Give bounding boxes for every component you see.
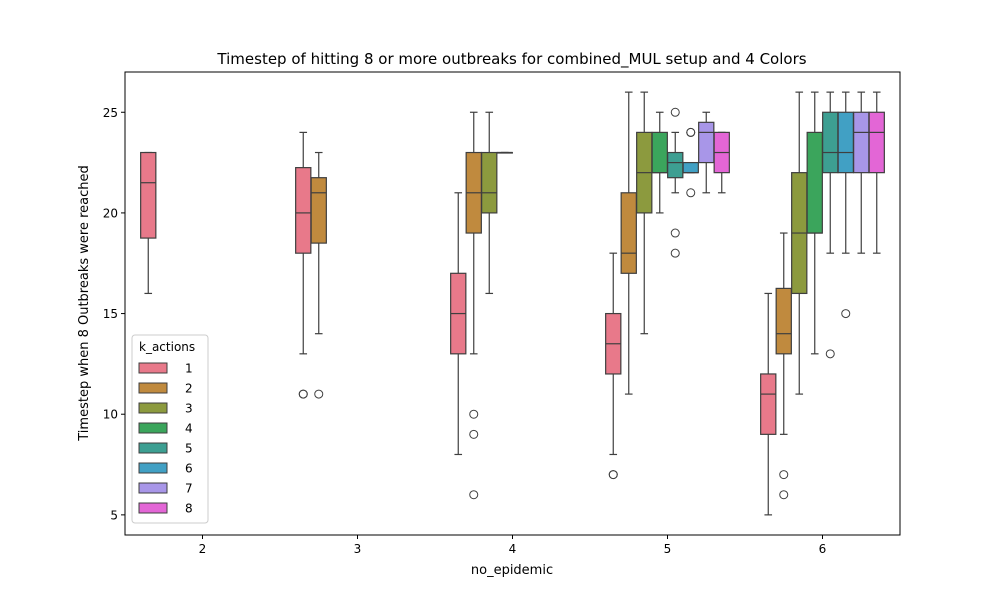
box-group-2-4 xyxy=(465,111,482,500)
box-group-1-6 xyxy=(760,292,777,516)
x-tick-label: 2 xyxy=(199,542,207,556)
box xyxy=(822,111,839,174)
box-group-7-6 xyxy=(853,91,870,254)
outlier-point xyxy=(670,107,680,117)
legend-swatch-8 xyxy=(138,502,168,514)
box-group-4-6 xyxy=(806,91,823,355)
outlier-point xyxy=(670,248,680,258)
box-group-2-3 xyxy=(310,151,327,399)
legend-label-1: 1 xyxy=(185,362,193,376)
box-group-2-6 xyxy=(775,232,792,500)
plot-marks xyxy=(140,91,885,516)
outlier-point xyxy=(608,470,618,480)
box xyxy=(837,111,854,174)
legend-swatch-4 xyxy=(138,422,168,434)
x-tick-label: 3 xyxy=(354,542,362,556)
box xyxy=(620,192,637,274)
legend-label-8: 8 xyxy=(185,502,193,516)
outlier-point xyxy=(841,309,851,319)
legend-swatch-6 xyxy=(138,462,168,474)
box xyxy=(651,131,668,174)
outlier-point xyxy=(469,429,479,439)
y-tick-label: 25 xyxy=(103,106,118,120)
box xyxy=(775,287,792,355)
outlier-point xyxy=(314,389,324,399)
legend-label-3: 3 xyxy=(185,402,193,416)
outlier-point xyxy=(779,470,789,480)
box-group-1-4 xyxy=(450,192,467,456)
y-tick-label: 5 xyxy=(110,508,118,522)
box xyxy=(682,161,699,174)
box xyxy=(853,111,870,174)
legend-title: k_actions xyxy=(139,340,195,354)
chart-title: Timestep of hitting 8 or more outbreaks … xyxy=(216,50,806,69)
box-group-3-5 xyxy=(636,91,653,335)
box-group-4-4 xyxy=(496,151,513,154)
outlier-point xyxy=(779,490,789,500)
legend-label-7: 7 xyxy=(185,482,193,496)
outlier-point xyxy=(469,490,479,500)
box-group-1-2 xyxy=(140,151,157,295)
box-group-1-3 xyxy=(295,131,312,399)
legend-swatch-3 xyxy=(138,402,168,414)
y-tick-label: 20 xyxy=(103,206,118,220)
box-group-5-6 xyxy=(822,91,839,359)
legend-swatch-7 xyxy=(138,482,168,494)
legend-swatch-2 xyxy=(138,382,168,394)
box-group-6-5 xyxy=(682,127,699,198)
x-tick-label: 6 xyxy=(819,542,827,556)
x-tick-label: 4 xyxy=(509,542,517,556)
outlier-point xyxy=(469,409,479,419)
legend-label-4: 4 xyxy=(185,422,193,436)
box-group-7-5 xyxy=(698,111,715,194)
box xyxy=(295,167,312,254)
outlier-point xyxy=(686,188,696,198)
box-group-8-6 xyxy=(868,91,885,254)
legend-label-5: 5 xyxy=(185,442,193,456)
box-group-6-6 xyxy=(837,91,854,319)
y-tick-label: 10 xyxy=(103,408,118,422)
outlier-point xyxy=(825,349,835,359)
outlier-point xyxy=(670,228,680,238)
outlier-point xyxy=(298,389,308,399)
legend-swatch-5 xyxy=(138,442,168,454)
y-axis-label: Timestep when 8 Outbreaks were reached xyxy=(77,165,92,441)
y-tick-label: 15 xyxy=(103,307,118,321)
legend-label-6: 6 xyxy=(185,462,193,476)
legend-frame xyxy=(131,334,209,524)
box-group-3-4 xyxy=(481,111,498,295)
box-group-3-6 xyxy=(791,91,808,395)
box xyxy=(140,151,157,239)
x-axis: 2 3 4 5 6 xyxy=(199,535,827,556)
x-tick-label: 5 xyxy=(664,542,672,556)
outlier-point xyxy=(686,127,696,137)
box-group-8-5 xyxy=(713,131,730,194)
y-axis: 5 10 15 20 25 xyxy=(103,106,125,522)
legend-swatch-1 xyxy=(138,362,168,374)
legend: k_actions 1 2 3 4 5 6 7 8 xyxy=(131,334,209,524)
box xyxy=(667,151,684,179)
box xyxy=(760,373,777,435)
box-group-4-5 xyxy=(651,111,668,214)
box-group-5-5 xyxy=(667,107,684,258)
box xyxy=(806,131,823,234)
box xyxy=(481,151,498,214)
box-group-2-5 xyxy=(620,91,637,395)
box xyxy=(310,177,327,244)
box-group-1-5 xyxy=(605,252,622,480)
box xyxy=(868,111,885,174)
box xyxy=(698,121,715,164)
legend-label-2: 2 xyxy=(185,382,193,396)
x-axis-label: no_epidemic xyxy=(471,563,553,578)
